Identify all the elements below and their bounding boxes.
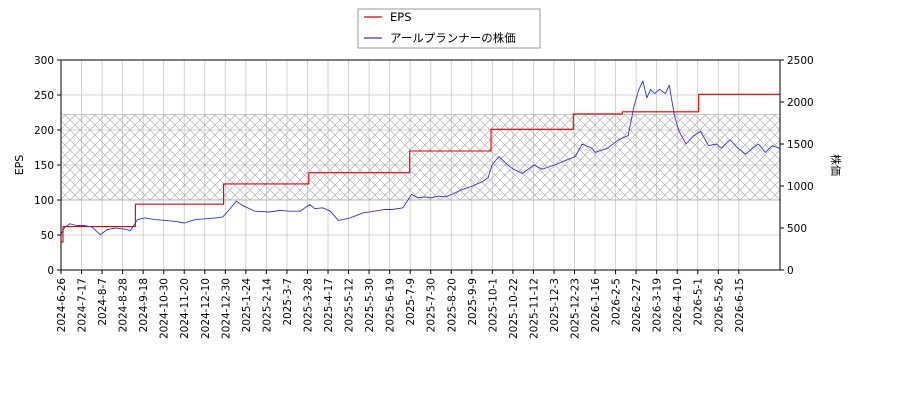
x-tick-label: 2025-8-20 [446, 278, 458, 332]
x-tick-label: 2026-6-15 [734, 278, 746, 332]
legend-label-eps: EPS [390, 10, 412, 24]
right-tick-label: 1000 [787, 181, 814, 193]
x-tick-label: 2026-5-26 [713, 278, 725, 333]
x-tick-label: 2025-5-12 [344, 278, 356, 332]
x-tick-label: 2026-3-19 [652, 278, 664, 332]
left-axis-title: EPS [13, 155, 26, 176]
x-tick-label: 2026-1-16 [590, 278, 602, 333]
x-tick-label: 2025-9-9 [467, 278, 479, 326]
x-axis: 2024-6-26 2024-7-17 2024-8-7 2024-8-28 2024-… [56, 270, 746, 339]
x-tick-label: 2025-10-1 [487, 278, 499, 332]
x-tick-label: 2025-1-24 [241, 278, 253, 333]
x-tick-label: 2025-5-30 [364, 278, 376, 332]
x-tick-label: 2024-8-7 [97, 278, 109, 326]
x-tick-label: 2024-12-30 [220, 278, 232, 339]
x-tick-label: 2024-7-17 [77, 278, 89, 332]
x-tick-label: 2025-2-14 [261, 278, 273, 333]
right-tick-label: 500 [787, 223, 807, 235]
legend-label-price: アールプランナーの株価 [390, 31, 516, 45]
x-tick-label: 2026-2-5 [611, 278, 623, 326]
left-tick-label: 150 [34, 160, 54, 172]
x-tick-label: 2024-9-18 [138, 278, 150, 332]
x-tick-label: 2025-6-19 [385, 278, 397, 332]
x-tick-label: 2024-10-30 [159, 278, 171, 339]
legend-box [357, 8, 541, 49]
x-tick-label: 2025-10-22 [508, 278, 520, 339]
left-tick-label: 250 [34, 90, 54, 102]
right-axis-title: 株価 [829, 154, 843, 176]
x-tick-label: 2026-2-27 [631, 278, 643, 332]
x-tick-label: 2024-11-20 [179, 278, 191, 339]
x-tick-label: 2025-3-7 [282, 278, 294, 326]
right-tick-label: 2000 [787, 97, 814, 109]
left-axis: 0 50 100 150 200 250 300 [34, 55, 61, 277]
left-tick-label: 200 [34, 125, 54, 137]
right-tick-label: 2500 [787, 55, 814, 67]
right-axis: 0 500 1000 1500 2000 2500 [780, 55, 814, 277]
right-tick-label: 0 [787, 265, 794, 277]
right-tick-label: 1500 [787, 139, 814, 151]
hatch-band [60, 114, 781, 201]
x-tick-label: 2025-7-9 [405, 278, 417, 326]
x-tick-label: 2025-12-3 [549, 278, 561, 332]
x-tick-label: 2025-11-12 [528, 278, 540, 339]
x-tick-label: 2024-8-28 [118, 278, 130, 332]
x-tick-label: 2026-4-10 [672, 278, 684, 332]
hatch-band-area [60, 114, 781, 201]
x-tick-label: 2025-3-28 [302, 278, 314, 332]
x-tick-label: 2025-7-30 [426, 278, 438, 332]
left-tick-label: 100 [34, 195, 54, 207]
x-tick-label: 2024-12-10 [200, 278, 212, 339]
stock-price-line [61, 80, 780, 236]
left-tick-label: 300 [34, 55, 54, 67]
x-tick-label: 2025-4-17 [323, 278, 335, 332]
x-tick-label: 2026-5-1 [693, 278, 705, 326]
x-tick-label: 2025-12-23 [570, 278, 582, 339]
left-tick-label: 50 [41, 230, 54, 242]
series-layer [61, 80, 780, 243]
x-tick-label: 2024-6-26 [56, 278, 68, 333]
legend: EPS アールプランナーの株価 [357, 8, 541, 49]
left-tick-label: 0 [47, 265, 54, 277]
